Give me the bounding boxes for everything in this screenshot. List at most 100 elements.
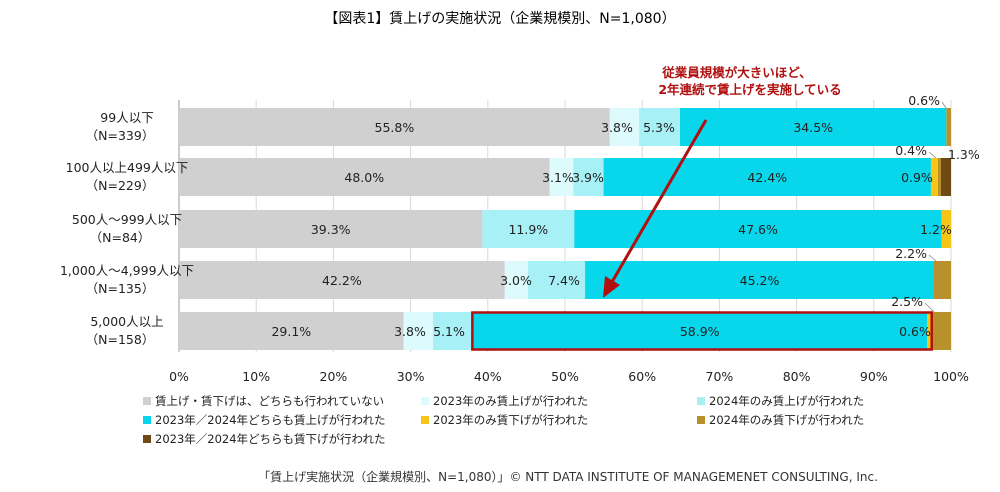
bar-label: 42.2% xyxy=(322,273,362,288)
bar-segment xyxy=(927,312,932,350)
chart-title: 【図表1】賃上げの実施状況（企業規模別、N=1,080） xyxy=(324,10,675,27)
bar-labels: 55.8% 3.8% 5.3% 34.5% 0.6% 48.0% 3.1%3.9% 42.4%… xyxy=(271,93,979,339)
annotation-line: 従業員規模が大きいほど、 xyxy=(661,65,811,80)
bar-segment xyxy=(179,312,404,350)
bar-segment xyxy=(432,312,473,350)
bar-segment xyxy=(549,158,574,196)
category-label: 5,000人以上 xyxy=(90,314,163,329)
legend-label: 2024年のみ賃上げが行われた xyxy=(709,394,864,408)
x-tick-label: 70% xyxy=(706,369,734,384)
x-tick-label: 0% xyxy=(169,369,189,384)
bar-label: 1.2% xyxy=(920,222,952,237)
bar-segment xyxy=(472,312,928,350)
bar-segment xyxy=(609,108,640,146)
legend-swatch xyxy=(143,435,151,443)
bar-segment xyxy=(179,158,550,196)
bar-label: 58.9% xyxy=(680,324,720,339)
bar-label: 29.1% xyxy=(271,324,311,339)
bar-label: 3.8% xyxy=(394,324,426,339)
leader-line xyxy=(924,302,935,313)
category-label: 1,000人～4,999人以下 xyxy=(60,263,194,278)
category-count: （N=339） xyxy=(86,128,155,143)
highlight-box xyxy=(471,311,933,351)
annotation: 従業員規模が大きいほど、 2年連続で賃上げを実施している xyxy=(603,65,842,298)
x-tick-label: 10% xyxy=(242,369,270,384)
leader-line xyxy=(941,101,947,109)
bar-label: 2.5% xyxy=(891,294,923,309)
bar-label: 47.6% xyxy=(738,222,778,237)
x-tick-labels: 0% 10% 20% 30% 40% 50% 60% 70% 80% 90% 100% xyxy=(169,369,969,384)
bar-label: 34.5% xyxy=(793,120,833,135)
x-tick-label: 60% xyxy=(628,369,656,384)
bar-segment xyxy=(930,158,938,196)
bar-segment xyxy=(504,261,528,299)
bar-label: 42.4% xyxy=(747,170,787,185)
x-tick-label: 40% xyxy=(474,369,502,384)
legend-swatch xyxy=(697,397,705,405)
bar-segment xyxy=(179,261,505,299)
bar-segment xyxy=(585,261,935,299)
category-count: （N=158） xyxy=(86,332,155,347)
category-label: 99人以下 xyxy=(100,110,153,125)
x-tick-label: 50% xyxy=(551,369,579,384)
x-tick-label: 20% xyxy=(320,369,348,384)
category-label: 500人～999人以下 xyxy=(72,212,182,227)
bar-label: 3.1% xyxy=(542,170,574,185)
bar-label: 3.0% xyxy=(500,273,532,288)
bar-segment xyxy=(934,261,951,299)
bar-label: 45.2% xyxy=(740,273,780,288)
legend-swatch xyxy=(421,416,429,424)
bar-label: 39.3% xyxy=(311,222,351,237)
bar-label: 7.4% xyxy=(548,273,580,288)
bar-label: 0.9% xyxy=(901,170,933,185)
legend-swatch xyxy=(143,416,151,424)
bar-label: 5.1% xyxy=(433,324,465,339)
legend-label: 賃上げ・賃下げは、どちらも行われていない xyxy=(155,394,384,408)
legend-swatch xyxy=(143,397,151,405)
bar-segment xyxy=(179,108,610,146)
bar-segment xyxy=(946,108,951,146)
legend-label: 2023年／2024年どちらも賃下げが行われた xyxy=(155,432,385,446)
legend-label: 2024年のみ賃下げが行われた xyxy=(709,413,864,427)
category-label: 100人以上499人以下 xyxy=(66,160,189,175)
annotation-arrow-shaft xyxy=(610,119,708,283)
bar-segment xyxy=(639,108,681,146)
bar-segment xyxy=(931,312,951,350)
x-tick-label: 30% xyxy=(397,369,425,384)
bar-label: 3.9% xyxy=(572,170,604,185)
legend-label: 2023年のみ賃上げが行われた xyxy=(433,394,588,408)
bar-segment xyxy=(527,261,586,299)
bar-label: 3.8% xyxy=(601,120,633,135)
legend-swatch xyxy=(421,397,429,405)
legend-label: 2023年／2024年どちらも賃上げが行われた xyxy=(155,413,385,427)
bar-label: 0.6% xyxy=(908,93,940,108)
bar-segment xyxy=(603,158,931,196)
category-count: （N=135） xyxy=(86,281,155,296)
category-count: （N=229） xyxy=(86,178,155,193)
bar-segment xyxy=(573,158,604,196)
bars xyxy=(179,108,951,351)
bar-segment xyxy=(941,210,951,248)
annotation-arrow-head xyxy=(603,276,620,298)
bar-segment xyxy=(179,210,483,248)
bar-label: 55.8% xyxy=(375,120,415,135)
bar-label: 5.3% xyxy=(643,120,675,135)
bar-label: 11.9% xyxy=(508,222,548,237)
bar-label: 1.3% xyxy=(948,147,980,162)
bar-segment xyxy=(680,108,947,146)
leader-line xyxy=(928,151,937,159)
bar-segment xyxy=(940,158,951,196)
legend-swatch xyxy=(697,416,705,424)
annotation-line: 2年連続で賃上げを実施している xyxy=(658,82,841,97)
x-tick-label: 90% xyxy=(860,369,888,384)
bar-label: 0.4% xyxy=(895,143,927,158)
x-tick-label: 100% xyxy=(933,369,969,384)
legend-label: 2023年のみ賃下げが行われた xyxy=(433,413,588,427)
footer-credit: 「賃上げ実施状況（企業規模別、N=1,080）」© NTT DATA INSTI… xyxy=(258,469,878,484)
category-count: （N=84） xyxy=(90,230,151,245)
bar-label: 0.6% xyxy=(899,324,931,339)
x-tick-label: 80% xyxy=(783,369,811,384)
category-labels: 99人以下 （N=339） 100人以上499人以下 （N=229） 500人～999人… xyxy=(60,110,194,347)
bar-label: 48.0% xyxy=(344,170,384,185)
bar-segment xyxy=(482,210,575,248)
